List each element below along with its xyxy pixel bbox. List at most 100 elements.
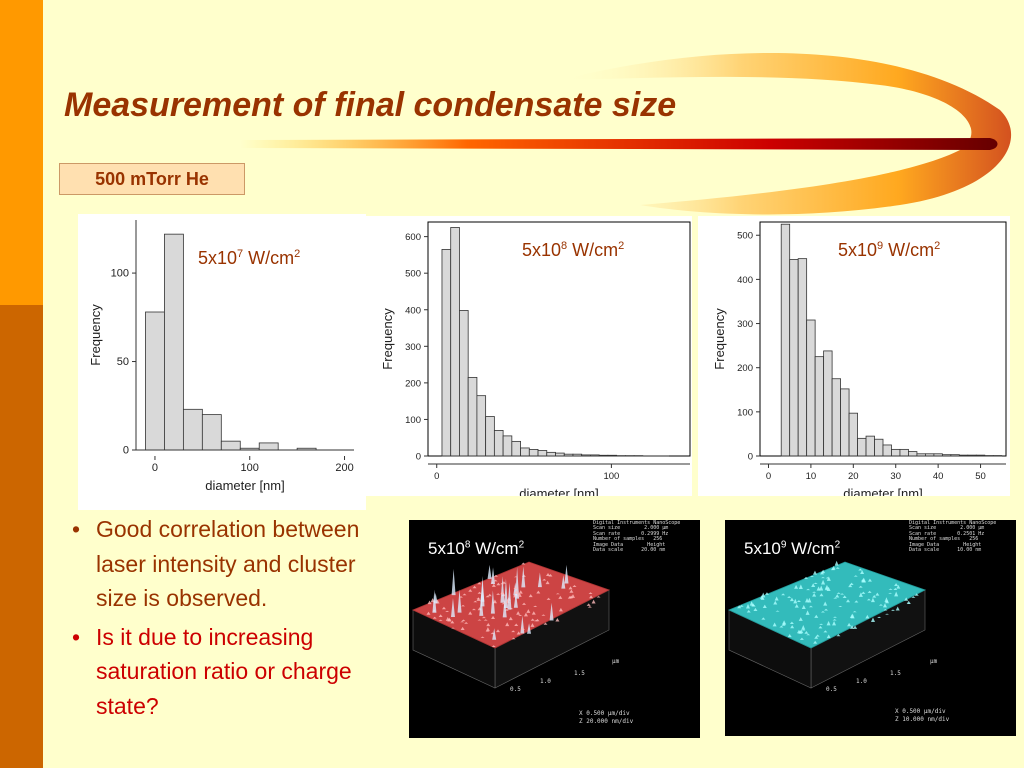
bullet-dot: •	[72, 623, 81, 650]
afm-surface-plot	[412, 561, 611, 689]
histogram-bar	[891, 448, 901, 457]
afm-peak	[842, 595, 847, 598]
afm-peak	[530, 623, 535, 627]
afm-peak	[514, 623, 519, 627]
pressure-label: 500 mTorr He	[59, 163, 245, 195]
histogram-bar	[182, 408, 203, 451]
afm-peak	[801, 629, 806, 631]
afm-peak	[534, 619, 539, 622]
afm-metadata: Digital Instruments NanoScope Scan size …	[593, 520, 681, 554]
afm-peak	[569, 595, 574, 599]
afm-peak	[493, 574, 498, 577]
afm-peak	[804, 630, 809, 634]
afm-peak	[812, 570, 817, 575]
afm-peak	[832, 621, 837, 626]
afm-peak	[537, 572, 542, 588]
afm-peak	[468, 611, 473, 615]
afm-peak	[906, 602, 911, 604]
histogram-bar	[493, 430, 504, 457]
afm-peak	[517, 593, 522, 595]
afm-peak	[459, 596, 464, 598]
histogram-bar	[450, 227, 460, 457]
afm-peak	[450, 597, 455, 618]
afm-peak	[850, 625, 855, 629]
afm-peak	[883, 608, 888, 611]
afm-peak	[832, 616, 837, 618]
afm-peak	[836, 592, 841, 594]
afm-peak	[789, 597, 794, 602]
y-tick-label: 0	[748, 452, 753, 463]
afm-peak	[516, 631, 521, 635]
afm-peak	[427, 600, 432, 605]
afm-peak	[441, 606, 446, 610]
histogram-bar	[806, 319, 816, 457]
afm-peak	[890, 609, 895, 611]
bullet-text: Is it due to increasing saturation ratio…	[96, 623, 352, 719]
afm-axis-tick: 0.5	[510, 686, 521, 693]
y-tick-label: 0	[123, 445, 129, 457]
afm-peak	[451, 568, 456, 596]
y-tick-label: 0	[416, 452, 421, 463]
afm-peak	[893, 588, 898, 591]
afm-peak	[819, 585, 824, 591]
afm-peak	[789, 621, 794, 624]
afm-peak	[858, 592, 863, 597]
afm-peak	[790, 625, 795, 629]
afm-peak	[490, 590, 495, 614]
intensity-label: 5x107 W/cm2	[198, 248, 301, 268]
afm-peak	[491, 645, 496, 648]
y-tick-label: 300	[737, 319, 753, 330]
x-axis-label: diameter [nm]	[843, 486, 922, 496]
afm-peak	[546, 572, 551, 576]
afm-peak	[794, 604, 799, 608]
bullet-list: • Good correlation between laser intensi…	[68, 512, 388, 727]
afm-axis-tick: 1.5	[574, 670, 585, 677]
afm-peak	[833, 597, 838, 599]
afm-peak	[821, 579, 826, 585]
afm-peak	[832, 619, 837, 621]
afm-peak	[528, 594, 533, 598]
histogram-bar	[201, 414, 222, 451]
afm-peak	[775, 610, 780, 612]
histogram-bar	[467, 376, 478, 457]
afm-peak	[464, 622, 469, 624]
afm-peak	[854, 600, 859, 603]
histogram-plot-area: 0 100 200 300 400 500 600 0 100 diameter [nm] Freq…	[380, 221, 691, 496]
afm-peak	[492, 628, 497, 640]
afm-peak	[468, 589, 473, 592]
afm-peak	[860, 579, 865, 582]
afm-peak	[819, 623, 824, 625]
afm-peak	[476, 597, 481, 601]
afm-peak	[596, 595, 601, 598]
intensity-label: 5x108 W/cm2	[522, 240, 625, 260]
afm-peak	[477, 591, 482, 594]
afm-axis-tick: 1.0	[540, 678, 551, 685]
afm-peak	[835, 594, 840, 598]
afm-peak	[487, 564, 492, 579]
x-tick-label: 0	[152, 462, 158, 474]
afm-peak	[586, 603, 591, 606]
afm-peak	[751, 604, 756, 607]
y-tick-label: 400	[405, 305, 421, 316]
histogram-bar	[485, 416, 495, 457]
afm-peak	[588, 592, 593, 594]
x-tick-label: 40	[933, 471, 944, 482]
afm-axis-tick: 1.0	[856, 678, 867, 685]
afm-metadata: Digital Instruments NanoScope Scan size …	[909, 520, 997, 554]
afm-peak	[805, 610, 810, 615]
afm-peak	[858, 585, 863, 588]
histogram-bar	[797, 258, 808, 457]
afm-peak	[543, 622, 548, 625]
y-tick-label: 500	[737, 231, 753, 242]
afm-peak	[798, 617, 803, 621]
histogram-bar	[789, 259, 799, 457]
afm-peak	[794, 584, 799, 589]
afm-peak	[737, 605, 742, 609]
afm-peak	[450, 627, 455, 629]
afm-peak	[850, 613, 855, 619]
y-tick-label: 200	[737, 363, 753, 374]
afm-peak	[501, 602, 506, 605]
histogram-bar	[459, 310, 469, 457]
afm-peak	[558, 607, 563, 612]
histogram-bar	[848, 412, 858, 457]
